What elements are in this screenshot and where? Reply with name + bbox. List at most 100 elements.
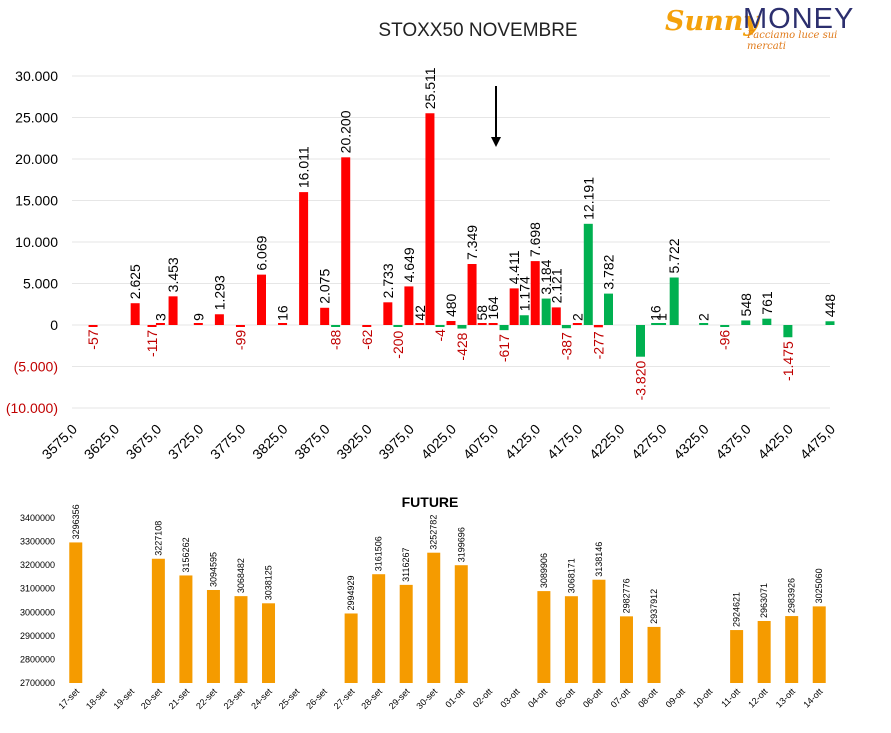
x-tick-label: 3825,0 xyxy=(249,421,291,463)
y-tick-label: 2700000 xyxy=(20,678,55,688)
data-label: 480 xyxy=(443,293,459,317)
bar xyxy=(193,323,203,325)
future-chart-title: FUTURE xyxy=(402,494,459,510)
bar xyxy=(427,552,441,683)
bar xyxy=(467,264,477,325)
bar xyxy=(151,558,165,683)
x-tick-label: 03-ott xyxy=(498,686,522,710)
x-tick-label: 4025,0 xyxy=(418,421,460,463)
x-tick-label: 08-ott xyxy=(636,686,660,710)
bar xyxy=(636,325,645,357)
data-label: 12.191 xyxy=(580,177,596,220)
bar xyxy=(812,606,826,683)
x-tick-label: 26-set xyxy=(304,686,329,711)
x-tick-label: 09-ott xyxy=(664,686,688,710)
bar xyxy=(592,579,606,683)
x-tick-label: 4275,0 xyxy=(628,421,670,463)
future-chart: FUTURE 3400000 3300000 3200000 3100000 30000… xyxy=(20,494,826,711)
bar xyxy=(257,274,266,325)
data-label: 2982776 xyxy=(621,578,631,613)
bar xyxy=(454,565,468,683)
x-tick-label: 3725,0 xyxy=(165,421,207,463)
x-tick-label: 4475,0 xyxy=(797,421,839,463)
x-tick-label: 07-ott xyxy=(609,686,633,710)
bar xyxy=(399,584,413,683)
bar xyxy=(477,323,487,325)
data-label: 1.293 xyxy=(211,275,227,310)
y-tick-label: 10.000 xyxy=(15,234,58,250)
x-tick-label: 13-ott xyxy=(774,686,798,710)
x-tick-label: 10-ott xyxy=(691,686,715,710)
data-label: 2994929 xyxy=(346,575,356,610)
x-tick-label: 06-ott xyxy=(581,686,605,710)
x-tick-label: 3925,0 xyxy=(333,421,375,463)
data-label: 9 xyxy=(190,313,206,321)
x-tick-label: 24-set xyxy=(249,686,274,711)
data-label: 3025060 xyxy=(814,568,824,603)
data-label: 3227108 xyxy=(153,521,163,556)
bar xyxy=(69,542,83,683)
y-tick-label: 30.000 xyxy=(15,68,58,84)
y-tick-label: 0 xyxy=(50,317,58,333)
bar xyxy=(179,575,193,683)
y-tick-label: (5.000) xyxy=(14,359,58,375)
y-tick-label: 5.000 xyxy=(23,276,58,292)
data-label: 3116267 xyxy=(401,548,411,582)
data-label: 1.174 xyxy=(516,276,532,311)
x-tick-label: 4125,0 xyxy=(502,421,544,463)
data-label: 3.782 xyxy=(600,254,616,289)
data-label: -99 xyxy=(232,330,248,350)
data-label: 164 xyxy=(485,296,501,320)
data-label: 448 xyxy=(822,294,838,318)
y-tick-label: 25.000 xyxy=(15,110,58,126)
logo-tagline: Facciamo luce sui mercati xyxy=(747,30,838,52)
x-tick-label: 3625,0 xyxy=(81,421,123,463)
data-label: 3068482 xyxy=(236,558,246,593)
bar xyxy=(519,315,529,325)
y-tick-label: 20.000 xyxy=(15,151,58,167)
bar xyxy=(720,325,730,327)
y-tick-label: 15.000 xyxy=(15,193,58,209)
x-tick-label: 21-set xyxy=(167,686,192,711)
bar xyxy=(593,325,603,328)
bar xyxy=(783,325,793,338)
data-label: 5.722 xyxy=(666,238,682,273)
bar xyxy=(415,323,425,325)
data-label: 3 xyxy=(152,313,168,321)
bar xyxy=(234,596,248,683)
bar xyxy=(235,325,245,327)
data-label: 2 xyxy=(569,313,585,321)
data-label: -96 xyxy=(717,330,733,350)
x-tick-label: 3575,0 xyxy=(39,421,81,463)
y-tick-label: 2900000 xyxy=(20,631,55,641)
bar xyxy=(619,616,633,683)
bar xyxy=(168,296,178,325)
bar xyxy=(785,616,799,683)
bar xyxy=(344,613,358,683)
x-tick-label: 29-set xyxy=(387,686,412,711)
data-label: -4 xyxy=(432,329,448,342)
data-label: 3.184 xyxy=(538,259,554,294)
sunny-money-logo: Sunny MONEY Facciamo luce sui mercati xyxy=(665,3,865,52)
x-tick-label: 27-set xyxy=(332,686,357,711)
bar xyxy=(457,325,467,329)
bar xyxy=(603,293,613,325)
data-label: 16.011 xyxy=(296,146,312,188)
data-label: 4.649 xyxy=(401,247,417,282)
x-tick-label: 30-set xyxy=(414,686,439,711)
data-label: -200 xyxy=(390,330,406,358)
bar xyxy=(88,325,98,327)
bar xyxy=(730,630,744,683)
data-label: -117 xyxy=(144,330,160,357)
x-tick-label: 4425,0 xyxy=(754,421,796,463)
x-tick-label: 14-ott xyxy=(801,686,825,710)
bar xyxy=(530,261,540,325)
down-arrow-icon xyxy=(491,86,501,147)
x-tick-label: 18-set xyxy=(84,686,109,711)
data-label: 4.411 xyxy=(506,250,522,284)
bar xyxy=(561,325,571,329)
data-label: 3068171 xyxy=(566,558,576,593)
bar xyxy=(762,318,772,325)
x-tick-label: 3775,0 xyxy=(207,421,249,463)
y-tick-label: 3100000 xyxy=(20,584,55,594)
